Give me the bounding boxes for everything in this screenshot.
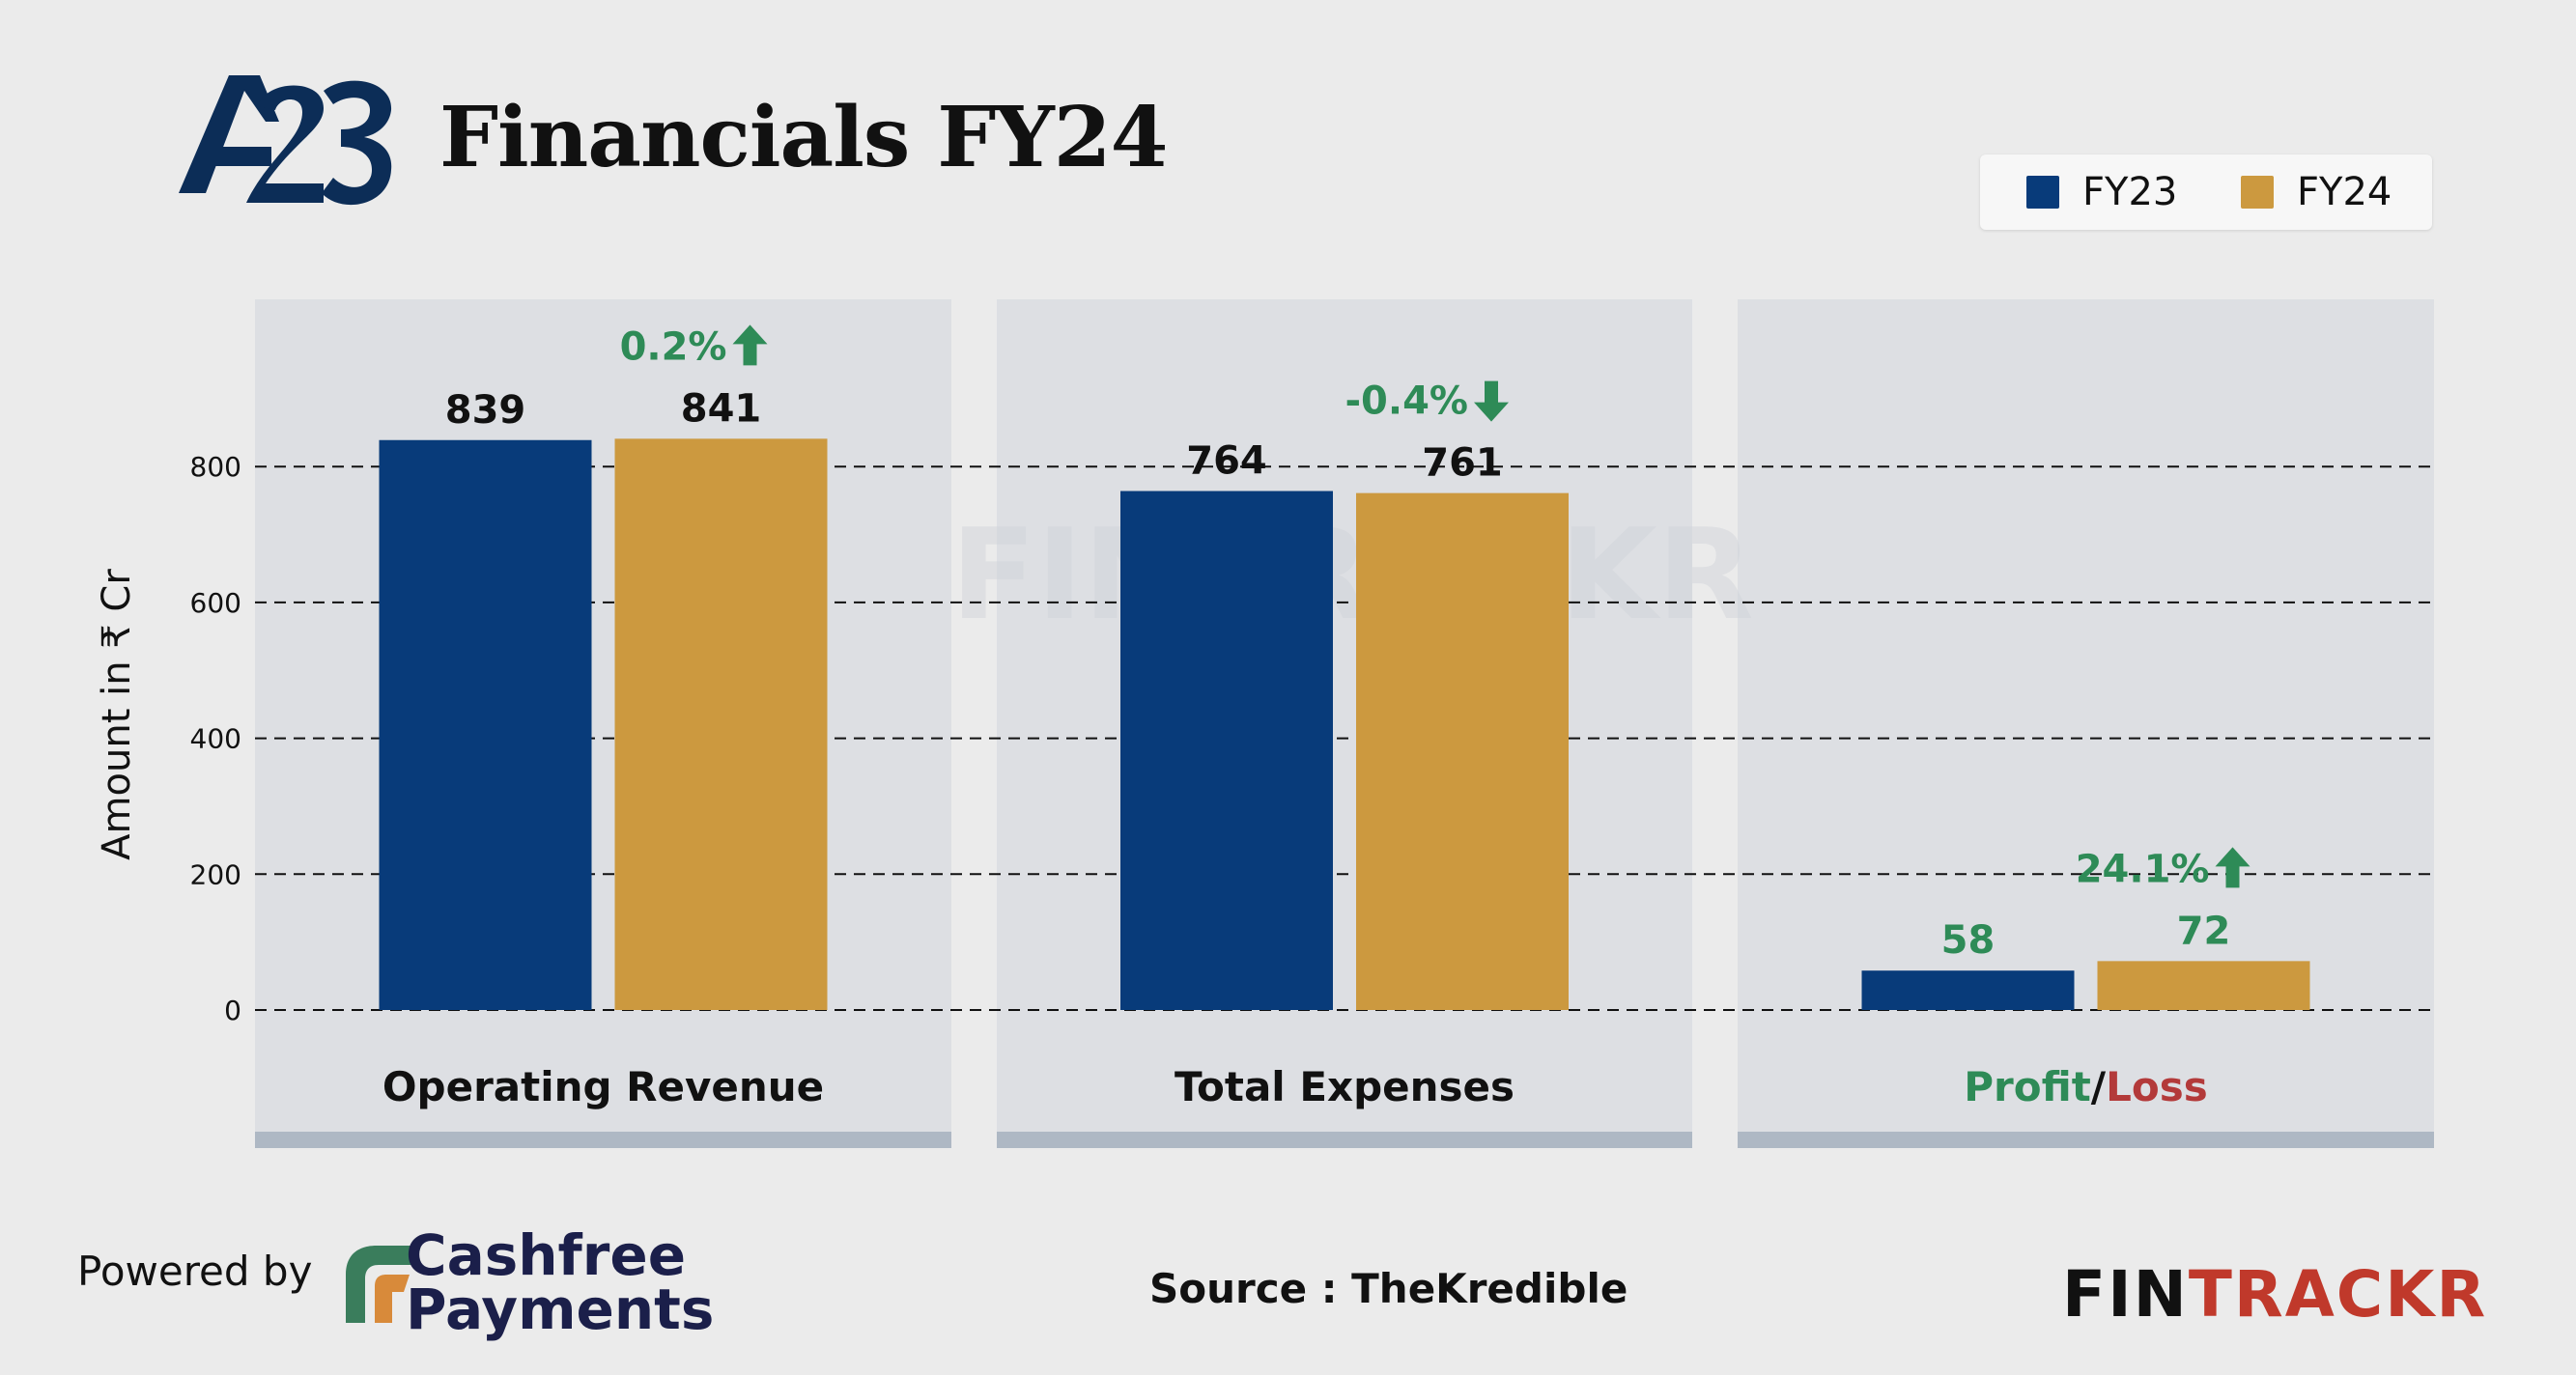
y-tick-label: 200: [190, 858, 241, 890]
bar-fy24: [614, 438, 828, 1010]
y-tick-label: 0: [224, 995, 241, 1026]
chart-legend: FY23 FY24: [1980, 154, 2432, 230]
bar-chart: FINTRACKR 0 200 400 600 800 839 841 0.2% Operat…: [95, 299, 2434, 1148]
fintrackr-logo: FINTRACKR: [2062, 1257, 2487, 1332]
legend-swatch-fy24: [2241, 176, 2274, 209]
change-label: 24.1%: [2076, 847, 2210, 891]
category-label: Total Expenses: [1175, 1063, 1514, 1110]
powered-by-label: Powered by: [77, 1248, 313, 1295]
brand-trackr: TRACKR: [2188, 1257, 2488, 1332]
category-panel: [997, 299, 1692, 1132]
category-panel-strip: [1738, 1132, 2434, 1148]
loss-text: Loss: [2106, 1063, 2208, 1110]
watermark-text: FINTRACKR: [950, 501, 1754, 648]
category-panel-strip: [997, 1132, 1692, 1148]
bar-fy23: [1120, 491, 1333, 1010]
category-panel: [255, 299, 951, 1132]
category-label-profit-loss: Profit/Loss: [1964, 1063, 2208, 1110]
bar-fy23: [1861, 970, 2075, 1010]
data-label-fy23: 764: [1186, 439, 1267, 484]
legend-item-fy24: FY24: [2241, 154, 2392, 230]
sponsor-line-1: Cashfree: [406, 1222, 687, 1288]
legend-label-fy24: FY24: [2297, 170, 2392, 214]
arrow-up-icon: [732, 324, 768, 366]
legend-swatch-fy23: [2026, 176, 2059, 209]
separator-text: /: [2091, 1063, 2107, 1110]
y-tick-label: 800: [190, 451, 241, 483]
page-title: Financials FY24: [439, 89, 1168, 186]
brand-fin: FIN: [2062, 1257, 2189, 1332]
data-label-fy24: 841: [681, 386, 762, 431]
cashfree-logo-icon: [346, 1246, 421, 1323]
source-label: Source : TheKredible: [1149, 1265, 1628, 1312]
data-label-fy24: 761: [1422, 441, 1503, 486]
data-label-fy23: 58: [1941, 918, 1996, 963]
change-label: 0.2%: [620, 324, 727, 369]
change-label: -0.4%: [1345, 379, 1468, 424]
a23-logo: [179, 75, 392, 206]
y-tick-label: 400: [190, 723, 241, 755]
category-panel-strip: [255, 1132, 951, 1148]
y-axis-label: Amount in ₹ Cr: [95, 569, 139, 860]
category-panel: [1738, 299, 2434, 1132]
legend-item-fy23: FY23: [2026, 154, 2177, 230]
legend-label-fy23: FY23: [2082, 170, 2178, 214]
data-label-fy23: 839: [445, 388, 526, 433]
bar-fy23: [379, 439, 592, 1010]
bar-fy24: [1356, 492, 1569, 1011]
category-label: Operating Revenue: [382, 1063, 824, 1110]
y-tick-label: 600: [190, 587, 241, 619]
cashfree-payments-logo: Cashfree Payments: [406, 1222, 715, 1342]
arrow-up-icon: [2215, 847, 2250, 888]
arrow-down-icon: [1474, 380, 1509, 422]
profit-text: Profit: [1964, 1063, 2091, 1110]
sponsor-line-2: Payments: [406, 1277, 715, 1342]
data-label-fy24: 72: [2177, 909, 2231, 953]
bar-fy24: [2097, 961, 2310, 1010]
